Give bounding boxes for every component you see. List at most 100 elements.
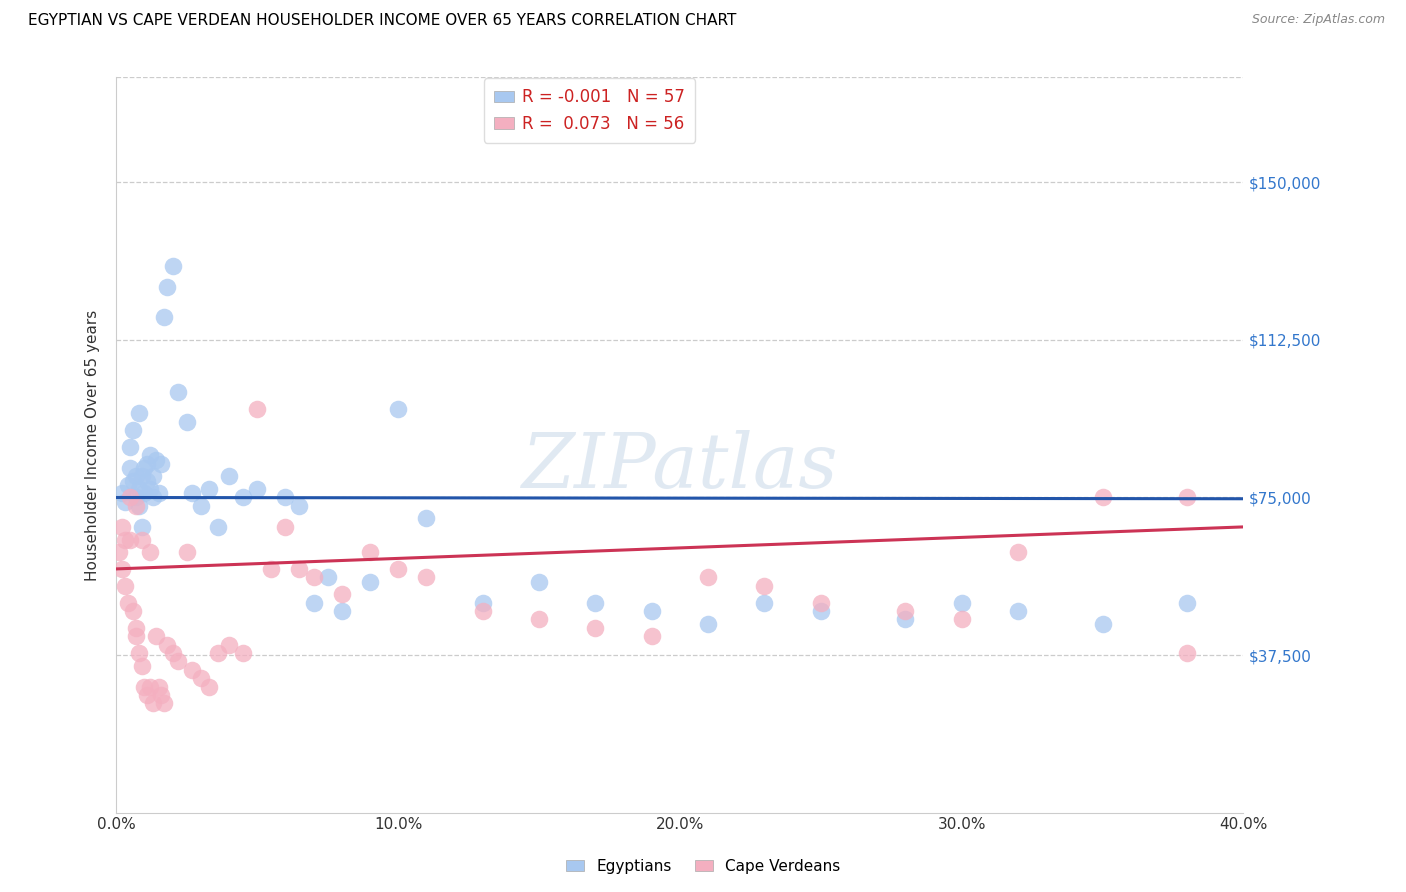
Point (134, 461, 156, 475)
Point (111, 520, 134, 534)
Point (471, 595, 494, 609)
Point (359, 574, 381, 589)
Point (156, 638, 179, 652)
Point (415, 511, 437, 525)
Point (148, 680, 170, 694)
Point (153, 310, 176, 324)
Point (810, 595, 832, 609)
Point (1175, 595, 1198, 609)
Point (125, 491, 148, 505)
Point (1007, 545, 1029, 559)
Point (316, 570, 339, 584)
Point (148, 486, 170, 500)
Point (122, 604, 145, 618)
Point (145, 629, 167, 643)
Point (128, 499, 150, 513)
Point (122, 474, 145, 488)
Text: EGYPTIAN VS CAPE VERDEAN HOUSEHOLDER INCOME OVER 65 YEARS CORRELATION CHART: EGYPTIAN VS CAPE VERDEAN HOUSEHOLDER INC… (28, 13, 737, 29)
Point (125, 469, 148, 483)
Point (128, 482, 150, 496)
Point (190, 499, 212, 513)
Point (136, 474, 159, 488)
Point (415, 570, 437, 584)
Point (527, 574, 550, 589)
Point (120, 461, 142, 475)
Point (288, 562, 311, 576)
Point (232, 646, 254, 660)
Point (274, 491, 297, 505)
Point (150, 688, 173, 702)
Point (754, 579, 776, 593)
Point (117, 478, 139, 492)
Point (330, 587, 353, 601)
Point (387, 562, 409, 576)
Point (176, 545, 198, 559)
Point (162, 260, 184, 274)
Point (114, 533, 136, 547)
Point (120, 533, 142, 547)
Point (471, 604, 494, 618)
Point (641, 629, 664, 643)
Point (128, 646, 150, 660)
Point (142, 696, 165, 710)
Point (218, 638, 240, 652)
Point (142, 491, 165, 505)
Point (198, 482, 221, 496)
Point (122, 423, 145, 437)
Point (128, 407, 150, 421)
Point (131, 658, 153, 673)
Point (1007, 604, 1029, 618)
Point (894, 604, 917, 618)
Point (288, 499, 311, 513)
Point (117, 595, 139, 609)
Point (1175, 646, 1198, 660)
Point (176, 415, 198, 429)
Point (108, 545, 131, 559)
Point (1091, 491, 1114, 505)
Point (190, 671, 212, 685)
Point (302, 570, 325, 584)
Legend: Egyptians, Cape Verdeans: Egyptians, Cape Verdeans (560, 853, 846, 880)
Point (111, 562, 134, 576)
Point (167, 385, 190, 400)
Point (198, 680, 221, 694)
Point (114, 579, 136, 593)
Point (810, 604, 832, 618)
Point (894, 612, 917, 626)
Point (181, 663, 204, 677)
Point (167, 654, 190, 668)
Point (218, 469, 240, 483)
Point (139, 680, 162, 694)
Y-axis label: Householder Income Over 65 years: Householder Income Over 65 years (86, 310, 100, 581)
Point (1175, 491, 1198, 505)
Point (359, 545, 381, 559)
Point (139, 545, 162, 559)
Point (136, 457, 159, 471)
Point (139, 449, 162, 463)
Point (246, 482, 269, 496)
Point (950, 612, 973, 626)
Point (125, 499, 148, 513)
Point (114, 494, 136, 508)
Point (120, 491, 142, 505)
Point (274, 520, 297, 534)
Point (131, 520, 153, 534)
Point (950, 595, 973, 609)
Text: Source: ZipAtlas.com: Source: ZipAtlas.com (1251, 13, 1385, 27)
Point (125, 621, 148, 635)
Point (330, 604, 353, 618)
Point (125, 629, 148, 643)
Point (136, 688, 159, 702)
Point (583, 595, 606, 609)
Point (153, 696, 176, 710)
Legend: R = -0.001   N = 57, R =  0.073   N = 56: R = -0.001 N = 57, R = 0.073 N = 56 (484, 78, 696, 143)
Point (145, 452, 167, 467)
Point (302, 595, 325, 609)
Point (754, 595, 776, 609)
Point (134, 486, 156, 500)
Point (1091, 616, 1114, 631)
Point (232, 491, 254, 505)
Point (527, 612, 550, 626)
Point (111, 486, 134, 500)
Point (162, 646, 184, 660)
